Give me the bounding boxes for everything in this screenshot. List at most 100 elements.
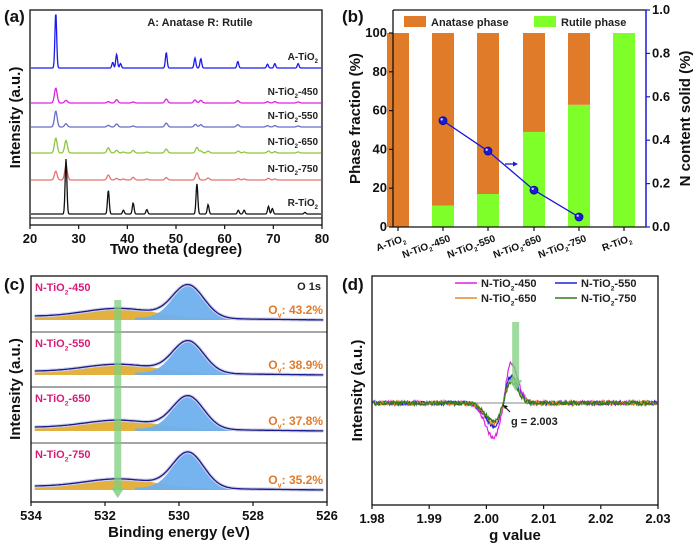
legend-label-anatase: Anatase phase — [431, 17, 509, 29]
y2-tick-label: 1.0 — [652, 2, 670, 17]
legend-swatch-rutile — [534, 16, 556, 27]
x-axis-title: g value — [489, 527, 541, 544]
y-tick-label: 40 — [373, 141, 387, 156]
lattice-oxygen-fill — [134, 285, 246, 320]
x-tick-label: 526 — [316, 508, 338, 523]
xrd-pattern-N-TiO2-550 — [31, 110, 321, 128]
x-tick-label: 80 — [315, 231, 329, 246]
y2-tick-label: 0.2 — [652, 176, 670, 191]
fit-envelope — [34, 283, 324, 321]
panel-label-d: (d) — [342, 275, 364, 294]
bar-anatase — [568, 33, 590, 105]
y-tick-label: 0 — [380, 219, 387, 234]
y-axis-title: Phase fraction (%) — [347, 53, 364, 184]
ov-label: Ov: 37.8% — [268, 414, 323, 431]
y2-tick-label: 0.4 — [652, 132, 671, 147]
y-tick-label: 80 — [373, 64, 387, 79]
vacancy-oxygen-fill — [34, 420, 324, 431]
bar-anatase — [477, 33, 499, 195]
x-tick-label: 30 — [71, 231, 85, 246]
bar-anatase — [523, 33, 545, 132]
x-tick-label: 1.98 — [359, 511, 384, 526]
x-tick-label: 2.02 — [588, 511, 613, 526]
x-tick-label: 50 — [169, 231, 183, 246]
y2-tick-label: 0.8 — [652, 45, 670, 60]
vacancy-oxygen-fill — [34, 364, 324, 375]
x-tick-label: 2.01 — [531, 511, 556, 526]
legend-label: N-TiO2-650 — [481, 293, 536, 307]
g-value-annotation: g = 2.003 — [511, 416, 558, 428]
x-tick-label: 1.99 — [417, 511, 442, 526]
sample-label: N-TiO2-750 — [35, 449, 90, 463]
x-tick-label: N-TiO2-750 — [537, 233, 589, 263]
axis-arrow-head — [513, 161, 518, 167]
y-tick-label: 20 — [373, 180, 387, 195]
phase-annotation: A: Anatase R: Rutile — [147, 17, 252, 29]
series-label: N-TiO2-550 — [268, 111, 319, 124]
point-highlight — [485, 148, 488, 151]
lattice-oxygen-fill — [134, 453, 246, 490]
series-label: A-TiO2 — [288, 52, 319, 65]
legend-label: N-TiO2-550 — [581, 278, 636, 292]
vacancy-oxygen-fill — [34, 478, 324, 490]
ov-label: Ov: 35.2% — [268, 473, 323, 490]
y-axis-title: Intensity (a.u.) — [349, 340, 366, 442]
point-highlight — [531, 187, 534, 191]
x-tick-label: R-TiO2 — [601, 233, 635, 256]
series-label: R-TiO2 — [288, 198, 319, 211]
n-content-line — [442, 120, 580, 218]
fit-envelope — [34, 451, 324, 491]
x-tick-label: 532 — [94, 508, 116, 523]
sample-label: N-TiO2-650 — [35, 393, 90, 407]
x-tick-label: 60 — [217, 231, 231, 246]
panel-b: (b)A-TiO2N-TiO2-450N-TiO2-550N-TiO2-650N… — [342, 2, 694, 263]
g-pointer-head — [503, 405, 508, 409]
trend-arrow-shaft — [512, 322, 520, 382]
ov-label: Ov: 43.2% — [268, 303, 323, 320]
n-content-point — [438, 116, 448, 126]
plot-frame — [371, 275, 659, 506]
legend-label-rutile: Rutile phase — [561, 17, 626, 29]
bar-rutile — [477, 194, 499, 227]
n-content-point — [529, 185, 539, 195]
panel-d: (d) g = 2.003 N-TiO2-450 N-TiO2-550 N-TiO2-6… — [342, 275, 671, 544]
spectrum-title: O 1s — [297, 281, 321, 293]
x-tick-label: 2.00 — [474, 511, 499, 526]
panel-c: (c) N-TiO2-450 Ov: 43.2% N-TiO2-550 Ov: 38.9… — [4, 275, 338, 541]
bar-rutile — [568, 104, 590, 227]
trend-arrow-head — [509, 380, 523, 391]
bar-rutile — [613, 33, 635, 227]
bar-anatase — [387, 33, 409, 227]
x-tick-label: 40 — [120, 231, 134, 246]
x-tick-label: 2.03 — [645, 511, 670, 526]
xrd-pattern-R-TiO2 — [31, 158, 321, 215]
y-axis-title: Intensity (a.u.) — [7, 67, 24, 169]
y2-tick-label: 0.6 — [652, 89, 670, 104]
xrd-pattern-N-TiO2-650 — [31, 137, 321, 154]
left-axis — [392, 10, 646, 228]
x-tick-label: N-TiO2-650 — [492, 233, 544, 263]
xrd-pattern-N-TiO2-750 — [31, 164, 321, 181]
xrd-pattern-N-TiO2-450 — [31, 87, 321, 104]
point-highlight — [576, 214, 579, 217]
n-content-point — [483, 146, 493, 156]
x-tick-label: N-TiO2-450 — [401, 233, 453, 263]
ov-label: Ov: 38.9% — [268, 358, 323, 375]
x-tick-label: N-TiO2-550 — [446, 233, 498, 263]
bar-rutile — [523, 131, 545, 227]
trend-arrow-head — [111, 488, 125, 498]
sample-label: N-TiO2-550 — [35, 338, 90, 352]
x-tick-label: 530 — [168, 508, 190, 523]
series-label: N-TiO2-450 — [268, 87, 319, 100]
y-tick-label: 60 — [373, 103, 387, 118]
x-tick-label: 20 — [23, 231, 37, 246]
y-axis-title: Intensity (a.u.) — [7, 338, 24, 440]
x-tick-label: 70 — [266, 231, 280, 246]
lattice-oxygen-fill — [134, 396, 246, 431]
legend-label: N-TiO2-450 — [481, 278, 536, 292]
x-tick-label: 534 — [20, 508, 42, 523]
panel-label-c: (c) — [4, 275, 25, 294]
series-label: N-TiO2-650 — [268, 137, 319, 150]
bar-rutile — [432, 205, 454, 227]
